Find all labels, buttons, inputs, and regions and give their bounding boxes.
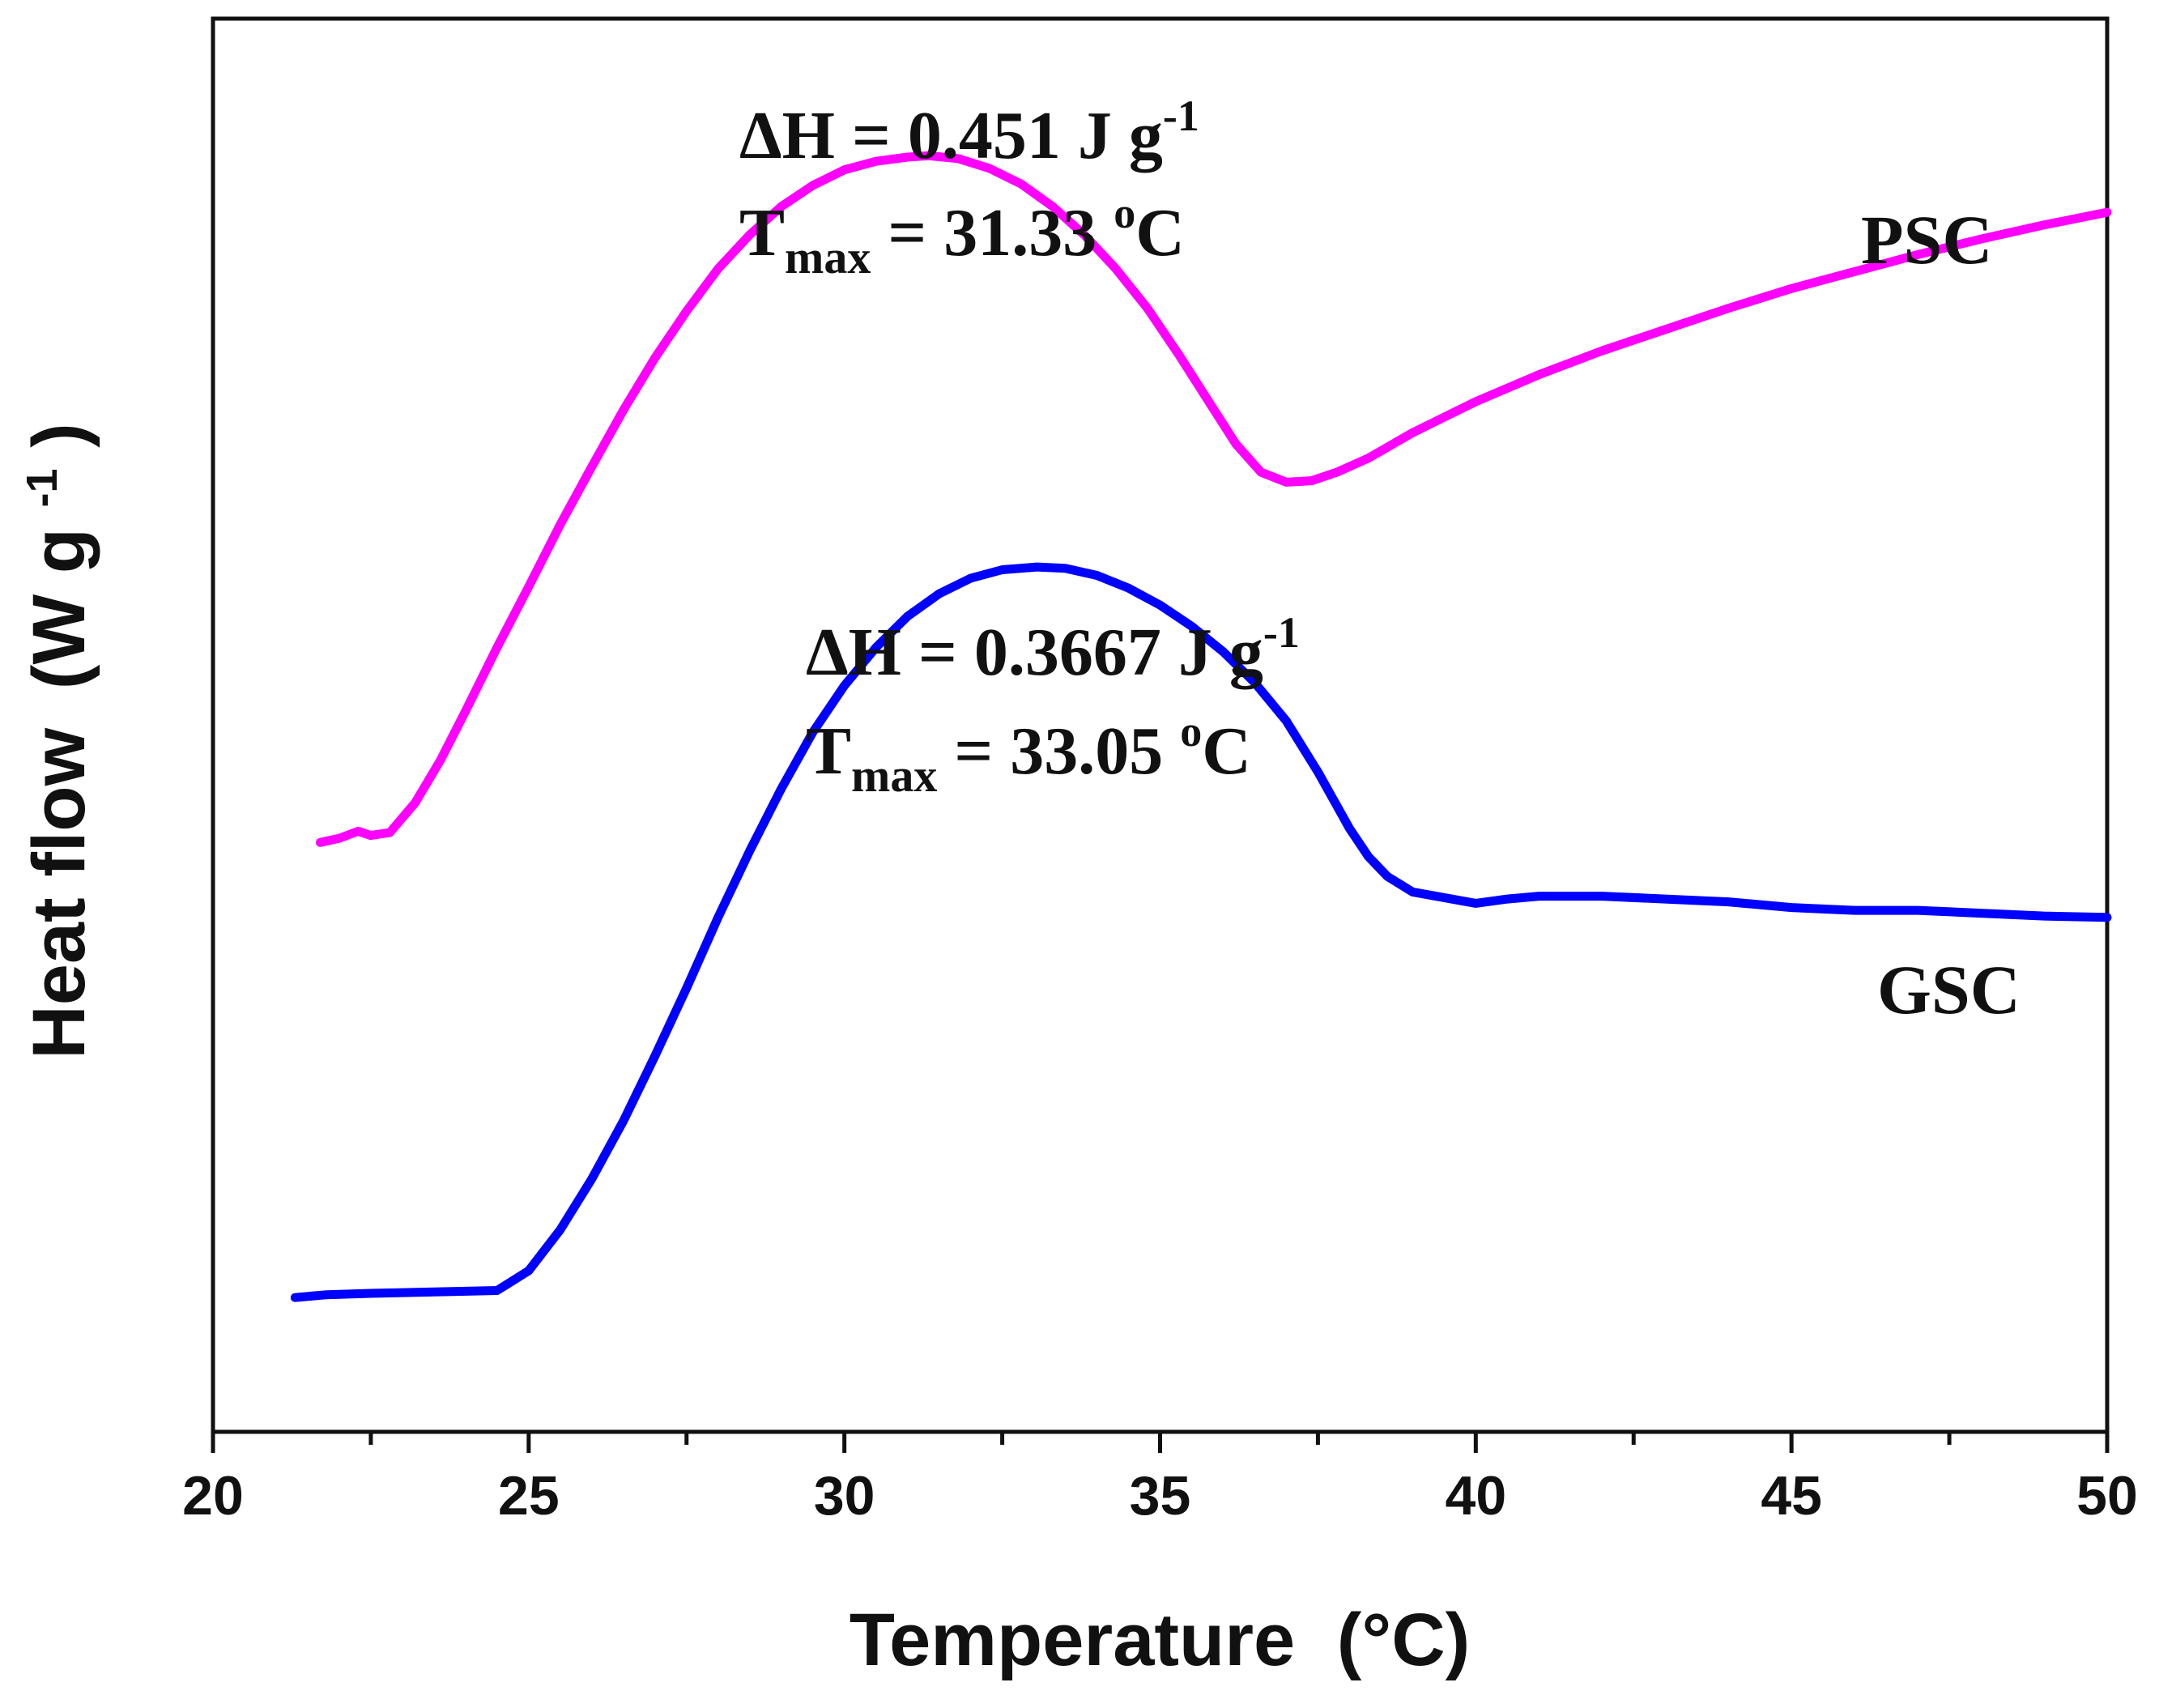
x-tick-label: 35 [1130,1465,1191,1527]
y-axis-unit: (W g [18,528,100,689]
series-line-gsc [290,562,2112,1302]
psc-annotation-dh: ΔH = 0.451 J g-1 [739,92,1199,173]
psc-annotation-tmax: Tmax = 31.33 oC [739,189,1185,283]
series-label-psc: PSC [1861,201,1992,279]
x-tick-label: 50 [2076,1465,2138,1527]
y-axis-unit-sup: -1 [18,468,66,507]
series-label-gsc: GSC [1877,951,2021,1029]
x-axis-unit: (°C) [1337,1599,1471,1681]
gsc-annotation-tmax: Tmax = 33.05 oC [806,707,1251,802]
y-axis-label: Heat flow [18,727,100,1058]
x-tick-label: 30 [814,1465,875,1527]
x-tick-label: 20 [182,1465,244,1527]
x-tick-label: 45 [1761,1465,1822,1527]
gsc-annotation-dh: ΔH = 0.3667 J g-1 [806,608,1300,690]
x-axis-title: Temperature (°C) [850,1599,1471,1681]
x-axis-ticks [211,1432,2110,1453]
series-line-psc [316,151,2112,847]
y-axis-title: Heat flow (W g -1 ) [0,423,100,1059]
x-axis-label: Temperature [850,1599,1295,1681]
series-layer [290,151,2112,1302]
x-tick-label: 25 [498,1465,560,1527]
x-axis-tick-labels: 20 25 30 35 40 45 50 [182,1465,2138,1527]
y-axis-unit-close: ) [18,423,100,448]
x-tick-label: 40 [1446,1465,1507,1527]
